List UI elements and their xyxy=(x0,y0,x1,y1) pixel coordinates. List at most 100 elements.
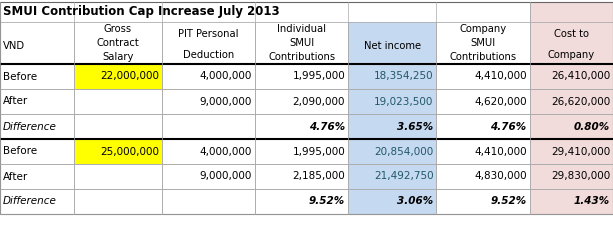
Text: 4.76%: 4.76% xyxy=(490,121,527,131)
Text: Contract: Contract xyxy=(96,38,139,48)
Text: Company: Company xyxy=(460,24,506,34)
Bar xyxy=(530,139,613,164)
Text: 4,830,000: 4,830,000 xyxy=(474,172,527,182)
Text: 26,410,000: 26,410,000 xyxy=(550,71,610,82)
Text: Gross: Gross xyxy=(104,24,132,34)
Text: After: After xyxy=(3,97,28,106)
Bar xyxy=(74,164,162,189)
Bar xyxy=(255,89,348,114)
Bar xyxy=(348,64,436,89)
Bar xyxy=(0,89,74,114)
Text: 4,000,000: 4,000,000 xyxy=(200,146,252,157)
Text: 4,000,000: 4,000,000 xyxy=(200,71,252,82)
Text: Contributions: Contributions xyxy=(449,52,517,62)
Text: Cost to: Cost to xyxy=(554,29,589,39)
Text: Company: Company xyxy=(548,50,595,60)
Text: 21,492,750: 21,492,750 xyxy=(374,172,433,182)
Text: 19,023,500: 19,023,500 xyxy=(374,97,433,106)
Bar xyxy=(530,89,613,114)
Bar xyxy=(74,139,162,164)
Text: PIT Personal: PIT Personal xyxy=(178,29,238,39)
Text: 3.65%: 3.65% xyxy=(397,121,433,131)
Bar xyxy=(0,114,74,139)
Bar xyxy=(255,164,348,189)
Text: 29,830,000: 29,830,000 xyxy=(550,172,610,182)
Text: SMUI Contribution Cap Increase July 2013: SMUI Contribution Cap Increase July 2013 xyxy=(3,6,280,18)
Bar xyxy=(348,114,436,139)
Text: Before: Before xyxy=(3,146,37,157)
Bar xyxy=(255,22,348,64)
Bar xyxy=(0,164,74,189)
Text: 20,854,000: 20,854,000 xyxy=(374,146,433,157)
Bar xyxy=(255,189,348,214)
Bar xyxy=(436,114,530,139)
Bar xyxy=(348,22,436,64)
Bar xyxy=(162,164,255,189)
Bar xyxy=(530,22,613,64)
Bar xyxy=(162,64,255,89)
Text: Net income: Net income xyxy=(364,41,421,51)
Bar xyxy=(530,64,613,89)
Text: 9,000,000: 9,000,000 xyxy=(200,97,252,106)
Bar xyxy=(436,139,530,164)
Bar xyxy=(74,189,162,214)
Bar xyxy=(530,114,613,139)
Text: SMUI: SMUI xyxy=(289,38,314,48)
Bar xyxy=(162,189,255,214)
Text: 18,354,250: 18,354,250 xyxy=(374,71,433,82)
Text: 22,000,000: 22,000,000 xyxy=(100,71,159,82)
Bar xyxy=(348,189,436,214)
Text: Before: Before xyxy=(3,71,37,82)
Text: 4,410,000: 4,410,000 xyxy=(474,146,527,157)
Text: 4,620,000: 4,620,000 xyxy=(474,97,527,106)
Text: 1,995,000: 1,995,000 xyxy=(292,71,345,82)
Bar xyxy=(162,139,255,164)
Text: 0.80%: 0.80% xyxy=(574,121,610,131)
Text: 2,185,000: 2,185,000 xyxy=(292,172,345,182)
Bar xyxy=(436,64,530,89)
Bar xyxy=(530,2,613,22)
Bar xyxy=(255,139,348,164)
Bar xyxy=(436,89,530,114)
Bar xyxy=(74,22,162,64)
Bar xyxy=(162,114,255,139)
Text: Individual: Individual xyxy=(277,24,326,34)
Text: 1.43%: 1.43% xyxy=(574,197,610,206)
Text: VND: VND xyxy=(3,41,25,51)
Bar xyxy=(530,189,613,214)
Text: Deduction: Deduction xyxy=(183,50,234,60)
Bar xyxy=(255,114,348,139)
Text: Salary: Salary xyxy=(102,52,134,62)
Bar xyxy=(0,189,74,214)
Text: 26,620,000: 26,620,000 xyxy=(550,97,610,106)
Bar xyxy=(0,2,613,214)
Text: 2,090,000: 2,090,000 xyxy=(292,97,345,106)
Text: 9.52%: 9.52% xyxy=(309,197,345,206)
Text: Contributions: Contributions xyxy=(268,52,335,62)
Text: 3.06%: 3.06% xyxy=(397,197,433,206)
Text: 9.52%: 9.52% xyxy=(490,197,527,206)
Bar xyxy=(0,64,74,89)
Text: SMUI: SMUI xyxy=(471,38,495,48)
Bar xyxy=(348,164,436,189)
Bar xyxy=(436,189,530,214)
Bar xyxy=(348,89,436,114)
Text: Difference: Difference xyxy=(3,121,57,131)
Bar xyxy=(162,89,255,114)
Bar xyxy=(0,2,530,22)
Text: 4.76%: 4.76% xyxy=(309,121,345,131)
Text: 4,410,000: 4,410,000 xyxy=(474,71,527,82)
Text: 1,995,000: 1,995,000 xyxy=(292,146,345,157)
Bar xyxy=(255,64,348,89)
Bar xyxy=(74,64,162,89)
Bar xyxy=(162,22,255,64)
Bar xyxy=(436,164,530,189)
Text: 29,410,000: 29,410,000 xyxy=(550,146,610,157)
Bar xyxy=(348,139,436,164)
Bar xyxy=(436,22,530,64)
Text: Difference: Difference xyxy=(3,197,57,206)
Bar xyxy=(0,139,74,164)
Text: 9,000,000: 9,000,000 xyxy=(200,172,252,182)
Bar xyxy=(530,164,613,189)
Text: After: After xyxy=(3,172,28,182)
